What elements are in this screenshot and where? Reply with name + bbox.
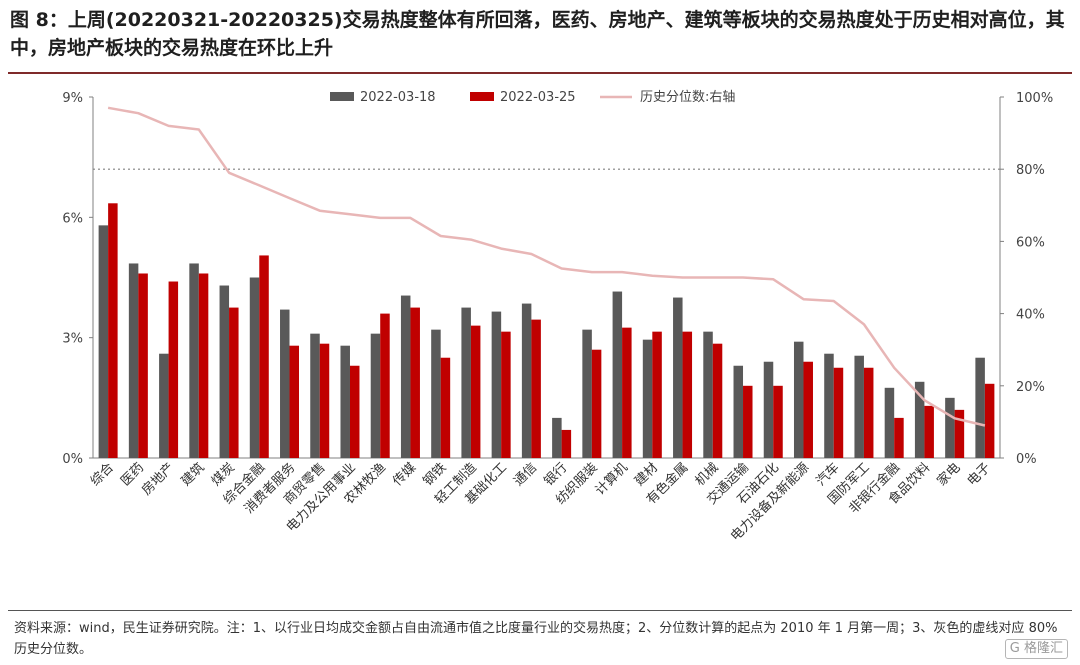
bar-2022-03-18: [975, 357, 985, 458]
bar-2022-03-25: [682, 331, 693, 458]
bar-2022-03-18: [340, 345, 350, 458]
right-tick-label: 80%: [1016, 163, 1045, 178]
bar-2022-03-18: [159, 353, 169, 458]
bar-2022-03-25: [168, 281, 179, 458]
right-tick-label: 100%: [1016, 91, 1053, 106]
bar-2022-03-18: [914, 381, 925, 458]
bar-2022-03-18: [249, 277, 260, 458]
source-note: 资料来源：wind，民生证券研究院。注：1、以行业日均成交金额占自由流通市值之比…: [14, 621, 1058, 657]
bar-2022-03-25: [803, 361, 813, 458]
bar-2022-03-25: [833, 367, 844, 458]
bar-2022-03-25: [410, 307, 420, 458]
x-tick-label: 综合: [88, 460, 117, 489]
bar-2022-03-18: [793, 341, 804, 458]
bar-2022-03-25: [743, 385, 753, 458]
bar-2022-03-25: [531, 319, 541, 458]
bar-2022-03-25: [712, 343, 723, 458]
bar-2022-03-25: [591, 349, 602, 458]
bar-2022-03-18: [521, 303, 532, 458]
bar-2022-03-25: [894, 417, 904, 458]
left-tick-label: 3%: [62, 332, 83, 347]
bar-2022-03-25: [924, 405, 934, 458]
bar-2022-03-18: [733, 365, 744, 458]
bar-2022-03-25: [622, 327, 632, 458]
bar-2022-03-18: [219, 285, 230, 458]
bar-2022-03-18: [945, 397, 955, 458]
bar-2022-03-18: [703, 331, 713, 458]
bar-2022-03-25: [138, 273, 148, 458]
legend-swatch-2022-03-18: [330, 92, 354, 101]
bar-2022-03-25: [108, 203, 118, 458]
x-tick-label: 计算机: [593, 460, 631, 498]
bar-2022-03-18: [491, 311, 502, 458]
bar-2022-03-25: [470, 325, 481, 458]
x-tick-label: 传媒: [390, 460, 419, 489]
bar-2022-03-25: [440, 357, 451, 458]
bar-2022-03-25: [652, 331, 662, 458]
bar-2022-03-18: [431, 329, 441, 458]
bar-2022-03-18: [673, 297, 683, 458]
left-tick-label: 9%: [62, 91, 83, 106]
bar-2022-03-18: [884, 387, 895, 458]
right-tick-label: 40%: [1016, 308, 1045, 323]
right-tick-label: 60%: [1016, 235, 1045, 250]
x-tick-label: 通信: [511, 460, 540, 489]
bar-2022-03-25: [349, 365, 360, 458]
page-title: 图 8：上周(20220321-20220325)交易热度整体有所回落，医药、房…: [10, 9, 1065, 59]
left-tick-label: 0%: [62, 452, 83, 467]
bar-2022-03-18: [189, 263, 199, 458]
bar-2022-03-18: [128, 263, 139, 458]
bar-2022-03-18: [642, 339, 653, 458]
bar-2022-03-25: [561, 429, 572, 458]
bar-2022-03-25: [259, 255, 269, 458]
watermark-logo: G 格隆汇: [1004, 639, 1068, 659]
bar-2022-03-18: [98, 225, 109, 458]
bar-2022-03-18: [461, 307, 471, 458]
bar-2022-03-18: [370, 333, 381, 458]
legend-label-percentile: 历史分位数:右轴: [640, 90, 735, 105]
bar-2022-03-25: [380, 313, 390, 458]
bar-2022-03-18: [854, 355, 864, 458]
bar-2022-03-25: [501, 331, 511, 458]
bar-2022-03-25: [229, 307, 239, 458]
x-tick-label: 建筑: [178, 460, 208, 490]
x-tick-label: 家电: [934, 460, 964, 490]
left-tick-label: 6%: [62, 211, 83, 226]
x-tick-label: 电子: [965, 460, 994, 489]
bar-2022-03-18: [612, 291, 623, 458]
bar-2022-03-18: [400, 295, 411, 458]
bar-2022-03-18: [824, 353, 834, 458]
right-tick-label: 0%: [1016, 452, 1037, 467]
right-tick-label: 20%: [1016, 380, 1045, 395]
bar-2022-03-18: [582, 329, 592, 458]
bar-2022-03-25: [863, 367, 874, 458]
percentile-line: [107, 106, 986, 427]
bar-2022-03-25: [773, 385, 783, 458]
bar-2022-03-18: [763, 361, 774, 458]
bar-2022-03-18: [310, 333, 320, 458]
bar-2022-03-25: [954, 409, 965, 458]
bar-2022-03-25: [198, 273, 209, 458]
legend-label-2022-03-25: 2022-03-25: [500, 90, 576, 105]
x-tick-label: 房地产: [139, 460, 178, 499]
bar-2022-03-25: [984, 383, 995, 458]
bar-2022-03-25: [289, 345, 300, 458]
bar-2022-03-18: [280, 309, 290, 458]
bar-2022-03-25: [319, 343, 330, 458]
legend-label-2022-03-18: 2022-03-18: [360, 90, 436, 105]
footer-divider: [8, 610, 1072, 611]
legend-swatch-2022-03-25: [470, 92, 494, 101]
title-divider: [8, 72, 1072, 74]
bar-2022-03-18: [552, 417, 562, 458]
